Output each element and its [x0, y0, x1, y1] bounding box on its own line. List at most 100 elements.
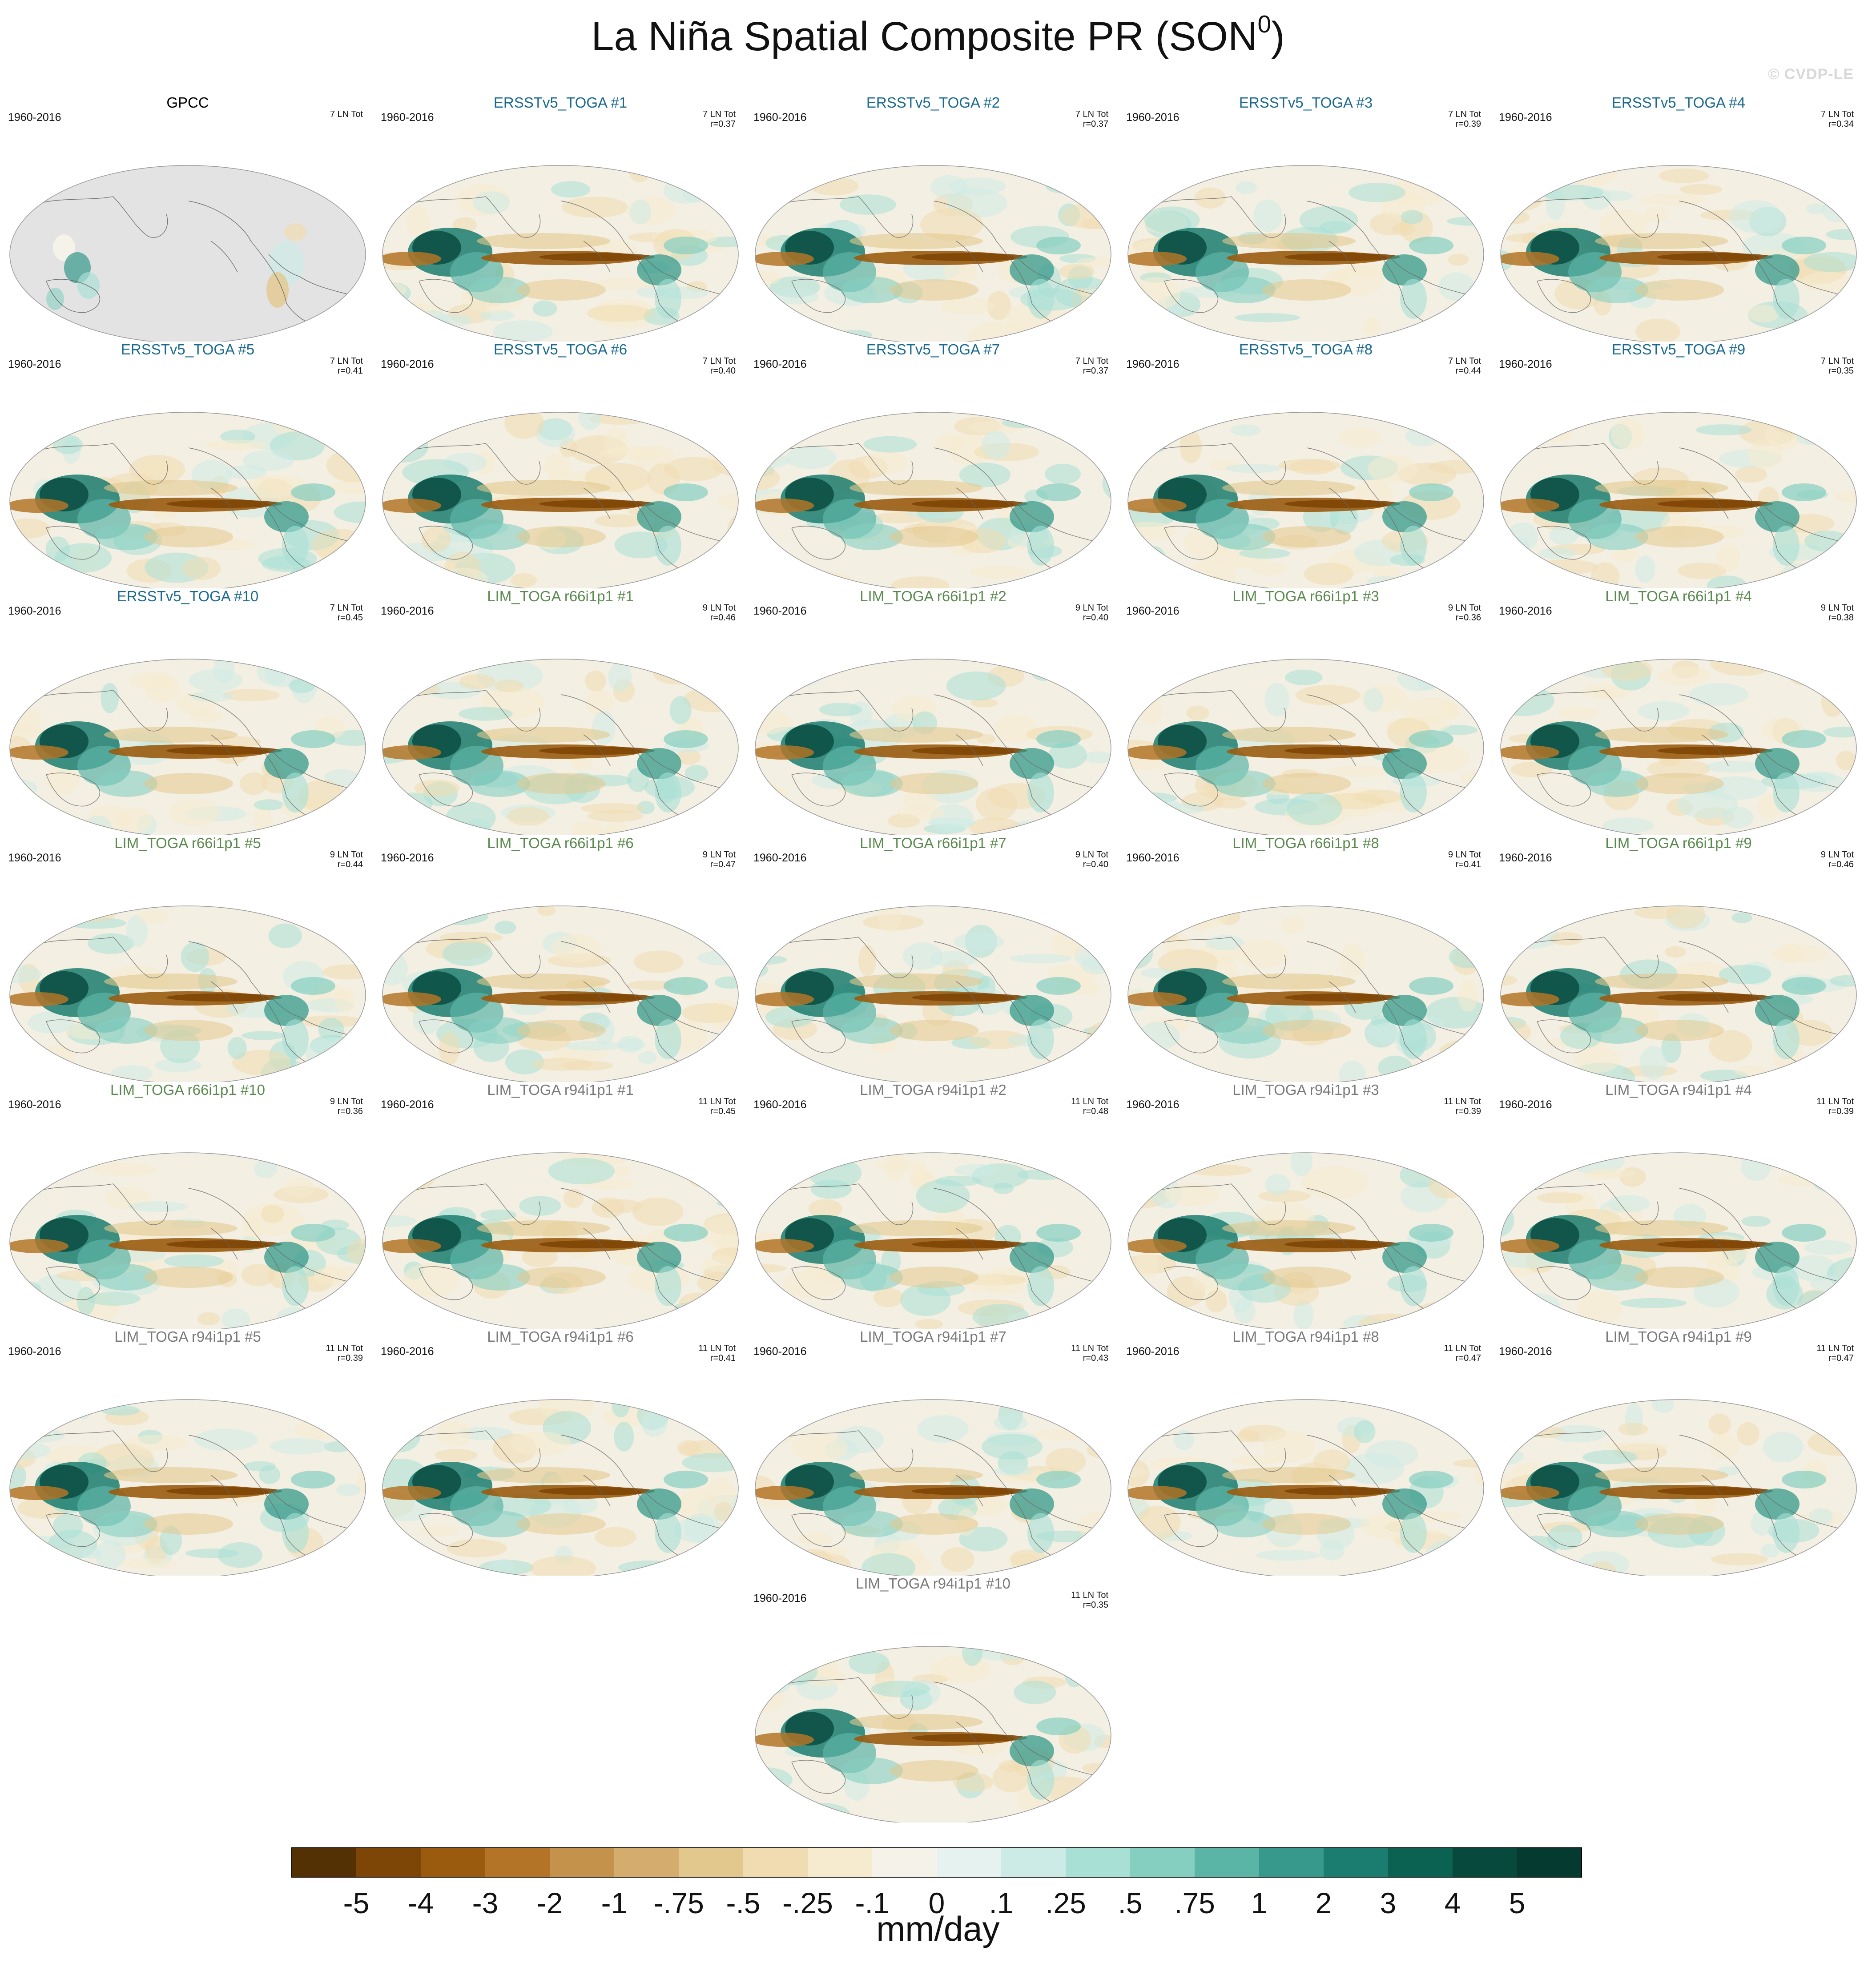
pattern-correlation: r=0.37 [1083, 366, 1108, 376]
panel-title: LIM_TOGA r66i1p1 #9 [1605, 835, 1752, 851]
pattern-correlation: r=0.36 [1455, 613, 1481, 623]
map-panel: LIM_TOGA r94i1p1 #9 1960-2016 11 LN Tot r=0… [1493, 1328, 1864, 1576]
colorbar-tick-label: 4 [1445, 1887, 1461, 1919]
panel-years: 1960-2016 [8, 852, 61, 864]
panel-stats: 7 LN Tot [330, 109, 363, 119]
map-projection [382, 905, 739, 1082]
map-panel: LIM_TOGA r94i1p1 #4 1960-2016 11 LN Tot r=0… [1493, 1082, 1864, 1329]
map-panel: LIM_TOGA r66i1p1 #1 1960-2016 9 LN Tot r=0.… [374, 588, 746, 835]
pattern-correlation: r=0.41 [1455, 860, 1481, 869]
map-panel: LIM_TOGA r94i1p1 #10 1960-2016 11 LN Tot r=… [747, 1575, 1119, 1822]
map-projection [9, 1399, 366, 1576]
panel-years: 1960-2016 [1126, 1098, 1180, 1111]
pattern-correlation: r=0.39 [1455, 1106, 1481, 1116]
event-count: 11 LN Tot [698, 1343, 736, 1353]
map-projection [755, 1152, 1111, 1329]
panel-title: ERSSTv5_TOGA #9 [1611, 341, 1746, 358]
panel-years: 1960-2016 [381, 605, 434, 617]
colorbar-tick-label: -3 [472, 1887, 499, 1919]
map-projection [755, 412, 1111, 588]
panel-years: 1960-2016 [381, 358, 434, 370]
panel-stats: 9 LN Tot r=0.44 [330, 850, 363, 869]
panel-title: LIM_TOGA r94i1p1 #3 [1232, 1082, 1379, 1098]
map-projection [755, 905, 1111, 1082]
map-projection [1500, 905, 1857, 1082]
panel-stats: 11 LN Tot r=0.41 [698, 1343, 736, 1363]
panel-stats: 9 LN Tot r=0.40 [1075, 850, 1108, 869]
map-projection [1500, 1152, 1857, 1329]
map-panel: LIM_TOGA r66i1p1 #8 1960-2016 9 LN Tot r=0.… [1120, 835, 1492, 1082]
colorbar-tick-label: .5 [1118, 1887, 1142, 1919]
colorbar-swatch [550, 1848, 615, 1877]
event-count: 7 LN Tot [330, 356, 363, 366]
pattern-correlation: r=0.46 [1828, 860, 1854, 869]
map-panel: LIM_TOGA r66i1p1 #6 1960-2016 9 LN Tot r=0.… [374, 835, 746, 1082]
panel-title: ERSSTv5_TOGA #8 [1239, 341, 1373, 358]
map-projection [1500, 659, 1857, 835]
pattern-correlation: r=0.47 [1828, 1353, 1854, 1363]
map-panel: LIM_TOGA r66i1p1 #10 1960-2016 9 LN Tot r=0… [2, 1082, 374, 1329]
pattern-correlation: r=0.41 [710, 1353, 736, 1363]
event-count: 11 LN Tot [1816, 1343, 1854, 1353]
event-count: 11 LN Tot [1071, 1590, 1108, 1600]
panel-stats: 7 LN Tot r=0.39 [1448, 109, 1481, 129]
pattern-correlation: r=0.36 [337, 1106, 363, 1116]
map-projection [1127, 412, 1484, 588]
map-panel: ERSSTv5_TOGA #8 1960-2016 7 LN Tot r=0.44 [1120, 341, 1492, 588]
panel-stats: 9 LN Tot r=0.46 [1821, 850, 1854, 869]
map-panel: LIM_TOGA r66i1p1 #5 1960-2016 9 LN Tot r=0.… [2, 835, 374, 1082]
panel-years: 1960-2016 [8, 358, 61, 370]
event-count: 11 LN Tot [1071, 1343, 1108, 1353]
map-projection [1500, 412, 1857, 588]
panel-title: ERSSTv5_TOGA #6 [493, 341, 628, 358]
map-panel: LIM_TOGA r94i1p1 #7 1960-2016 11 LN Tot r=0… [747, 1328, 1119, 1576]
map-panel: LIM_TOGA r94i1p1 #3 1960-2016 11 LN Tot r=0… [1120, 1082, 1492, 1329]
colorbar-swatch [1324, 1848, 1389, 1877]
panel-years: 1960-2016 [1499, 1345, 1552, 1358]
map-projection [382, 659, 739, 835]
map-projection [1127, 1399, 1484, 1576]
panel-years: 1960-2016 [753, 1592, 807, 1605]
map-panel: LIM_TOGA r94i1p1 #6 1960-2016 11 LN Tot r=0… [374, 1328, 746, 1576]
map-projection [9, 659, 366, 835]
map-projection [1500, 1399, 1857, 1576]
colorbar-swatch [937, 1848, 1002, 1877]
panel-years: 1960-2016 [381, 1345, 434, 1358]
panel-stats: 9 LN Tot r=0.40 [1075, 603, 1108, 623]
pattern-correlation: r=0.44 [337, 860, 363, 869]
panel-years: 1960-2016 [381, 1098, 434, 1111]
colorbar-swatch [743, 1848, 808, 1877]
pattern-correlation: r=0.48 [1083, 1106, 1108, 1116]
map-projection [1500, 165, 1857, 342]
panel-title: LIM_TOGA r66i1p1 #6 [487, 835, 634, 851]
map-panel: ERSSTv5_TOGA #1 1960-2016 7 LN Tot r=0.37 [374, 94, 746, 342]
pattern-correlation: r=0.37 [1083, 119, 1108, 129]
colorbar-swatch [808, 1848, 873, 1877]
event-count: 9 LN Tot [1075, 603, 1108, 613]
map-panel: ERSSTv5_TOGA #7 1960-2016 7 LN Tot r=0.37 [747, 341, 1119, 588]
panel-years: 1960-2016 [8, 1345, 61, 1358]
map-projection [382, 412, 739, 588]
event-count: 9 LN Tot [702, 850, 736, 860]
panel-title: LIM_TOGA r94i1p1 #4 [1605, 1082, 1752, 1098]
pattern-correlation: r=0.47 [710, 860, 736, 869]
panel-stats: 7 LN Tot r=0.40 [703, 356, 736, 376]
event-count: 9 LN Tot [702, 603, 736, 613]
event-count: 9 LN Tot [330, 1097, 363, 1106]
panel-title: LIM_TOGA r94i1p1 #2 [860, 1082, 1006, 1098]
colorbar-swatch [1259, 1848, 1324, 1877]
pattern-correlation: r=0.40 [1083, 860, 1108, 869]
panel-title: ERSSTv5_TOGA #2 [866, 94, 1000, 111]
event-count: 11 LN Tot [1444, 1097, 1481, 1106]
colorbar-swatch [1130, 1848, 1195, 1877]
event-count: 7 LN Tot [1820, 356, 1854, 366]
event-count: 9 LN Tot [1075, 850, 1108, 860]
colorbar-swatch [421, 1848, 486, 1877]
event-count: 9 LN Tot [1820, 603, 1854, 613]
map-panel: ERSSTv5_TOGA #4 1960-2016 7 LN Tot r=0.34 [1493, 94, 1864, 342]
panel-stats: 9 LN Tot r=0.47 [703, 850, 736, 869]
pattern-correlation: r=0.40 [1083, 613, 1108, 623]
colorbar-swatch [1388, 1848, 1453, 1877]
panel-years: 1960-2016 [8, 111, 61, 124]
colorbar-tick-label: -5 [343, 1887, 370, 1919]
